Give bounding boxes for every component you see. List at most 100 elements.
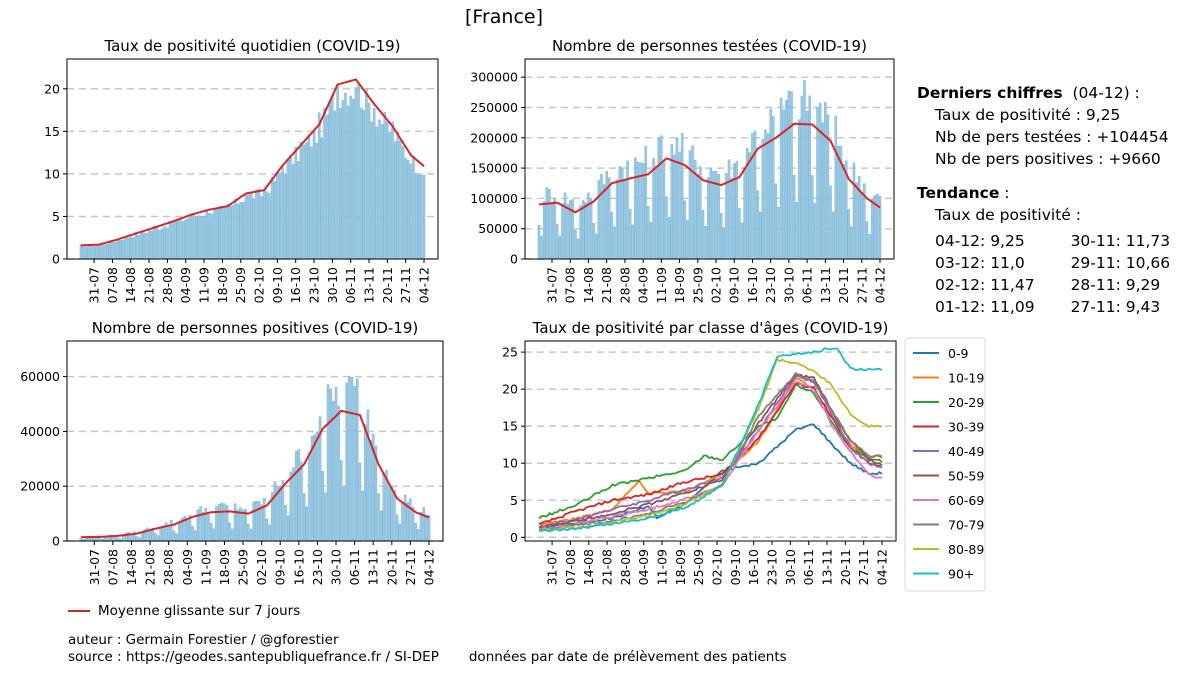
bar — [387, 483, 391, 542]
bar — [168, 220, 172, 260]
bar — [644, 146, 647, 260]
bar — [105, 244, 109, 260]
bar — [422, 174, 426, 260]
bar — [337, 405, 340, 542]
bar — [686, 220, 689, 260]
bar — [427, 515, 431, 542]
x-tick-label: 07-08 — [563, 267, 578, 303]
bar — [181, 221, 185, 260]
bar — [779, 97, 783, 260]
legend-entry: 50-59 — [948, 469, 984, 484]
bar — [315, 142, 318, 260]
bar — [220, 502, 224, 542]
x-tick-label: 16-10 — [745, 267, 760, 303]
bar — [795, 202, 798, 260]
y-tick-label: 20 — [502, 382, 518, 397]
bar — [414, 172, 418, 260]
x-tick-label: 25-09 — [691, 549, 706, 585]
axes-frame — [524, 340, 897, 542]
x-tick-label: 04-12 — [422, 549, 437, 585]
bar — [563, 192, 567, 260]
bar — [268, 524, 271, 542]
bar — [361, 490, 364, 542]
bar — [263, 189, 266, 260]
bar — [589, 199, 593, 260]
bar — [184, 219, 187, 260]
bar — [735, 161, 739, 260]
bar — [302, 493, 306, 542]
bar — [399, 140, 402, 260]
y-tick-label: 5 — [52, 209, 60, 224]
y-tick-label: 20 — [44, 81, 60, 96]
bar — [281, 166, 284, 260]
bar — [308, 452, 311, 542]
bar — [592, 223, 595, 260]
bar — [571, 199, 575, 260]
bar — [696, 173, 700, 260]
bar — [329, 388, 332, 542]
bar — [422, 507, 425, 542]
bar — [113, 241, 117, 260]
bar — [813, 203, 817, 260]
bar — [312, 130, 316, 260]
bar — [191, 525, 194, 542]
x-tick-label: 06-11 — [347, 549, 362, 585]
bar — [119, 240, 122, 260]
y-tick-label: 15 — [44, 124, 60, 139]
bar — [291, 164, 295, 260]
bar — [761, 138, 765, 260]
bar — [265, 191, 269, 260]
bar — [192, 213, 195, 260]
rolling-average-line — [80, 78, 425, 247]
bar — [821, 122, 824, 260]
bar — [561, 203, 564, 260]
bar — [273, 481, 277, 542]
bar — [378, 119, 381, 260]
bar — [660, 135, 663, 260]
latest-positive: Nb de pers positives : +9660 — [935, 150, 1161, 168]
bar — [548, 188, 551, 260]
bar — [111, 241, 114, 260]
x-tick-label: 09-10 — [273, 549, 288, 585]
bar — [787, 90, 791, 260]
bar — [824, 101, 827, 260]
x-tick-label: 04-12 — [417, 267, 432, 303]
bar — [579, 205, 582, 260]
bar — [608, 177, 611, 260]
bar — [202, 215, 206, 260]
bar — [299, 141, 303, 260]
bar — [876, 193, 879, 260]
x-tick-label: 14-08 — [123, 267, 138, 303]
series-line — [538, 374, 883, 529]
bar — [213, 209, 216, 260]
bar — [623, 179, 627, 260]
bar — [391, 121, 394, 260]
bar — [318, 112, 321, 260]
bar — [270, 176, 274, 260]
bar — [808, 95, 811, 260]
subplot-2: 0 20000 40000 60000 31-07 07-08 14-08 21-08 28-0… — [20, 319, 444, 585]
x-tick-label: 14-08 — [581, 549, 596, 585]
x-tick-label: 31-07 — [87, 549, 102, 585]
bar — [205, 210, 208, 260]
bar — [576, 238, 580, 260]
bar — [286, 159, 290, 260]
bar — [244, 195, 248, 260]
bar — [811, 175, 814, 260]
bar — [281, 480, 285, 542]
y-tick-label: 0 — [52, 252, 60, 267]
y-tick-label: 5 — [510, 493, 518, 508]
bar — [587, 192, 590, 260]
x-tick-label: 07-08 — [105, 267, 120, 303]
bar — [649, 222, 653, 260]
bar — [328, 101, 331, 260]
legend-entry: 40-49 — [948, 444, 984, 459]
bar — [189, 215, 193, 260]
trend-heading: Tendance : — [917, 184, 1010, 202]
bar — [139, 231, 143, 260]
bar — [153, 226, 156, 260]
bar — [657, 138, 660, 260]
figure-title: [France] — [464, 6, 543, 28]
bar — [260, 196, 263, 260]
bar — [132, 237, 135, 260]
